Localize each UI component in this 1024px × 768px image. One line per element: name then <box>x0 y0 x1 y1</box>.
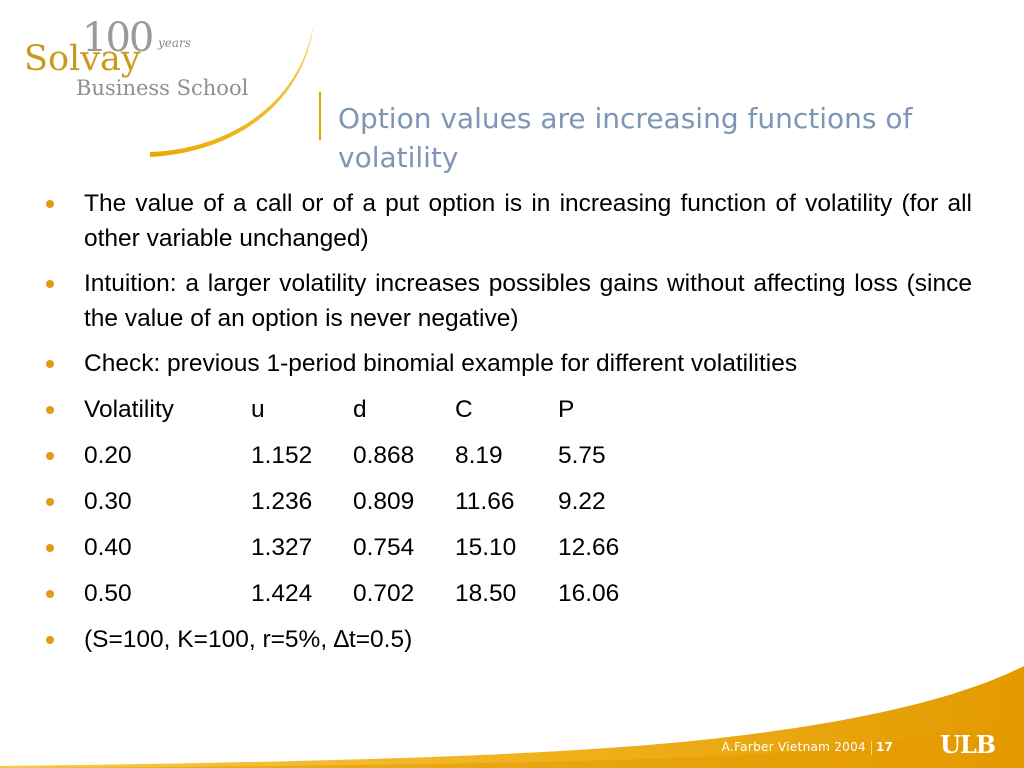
table-cell: 9.22 <box>558 488 606 515</box>
table-cell: 0.868 <box>353 442 415 469</box>
table-cell: 1.424 <box>251 580 313 607</box>
table-cell: 12.66 <box>558 534 620 561</box>
table-header-cell: Volatility <box>84 396 174 423</box>
table-cell: 0.809 <box>353 488 415 515</box>
table-cell: 0.50 <box>84 580 132 607</box>
table-cell: 0.30 <box>84 488 132 515</box>
slide-title: Option values are increasing functions o… <box>338 102 913 174</box>
bullet-dot <box>46 360 54 368</box>
bullet-text: The value of a call or of a put option i… <box>84 190 972 252</box>
ulb-logo: ULB <box>940 730 996 759</box>
logo-subtitle: Business School <box>76 76 249 100</box>
table-cell: 18.50 <box>455 580 517 607</box>
logo-years: years <box>158 36 191 50</box>
table-header-cell: d <box>353 396 367 423</box>
table-cell: 0.40 <box>84 534 132 561</box>
logo-anniversary: 100 <box>82 15 154 61</box>
slide-body: The value of a call or of a put option i… <box>42 186 972 657</box>
table-header-cell: u <box>251 396 265 423</box>
table-row: 0.30 1.236 0.809 11.66 9.22 <box>42 484 972 519</box>
parameters-note: (S=100, K=100, r=5%, ∆t=0.5) <box>84 626 413 653</box>
table-row: 0.40 1.327 0.754 15.10 12.66 <box>42 530 972 565</box>
bullet-dot <box>46 498 54 506</box>
table-cell: 1.327 <box>251 534 313 561</box>
bullet-dot <box>46 636 54 644</box>
solvay-logo: 100 years Solvay Business School <box>0 0 330 175</box>
bullet-dot <box>46 280 54 288</box>
table-header-cell: P <box>558 396 575 423</box>
table-cell: 8.19 <box>455 442 503 469</box>
bullet-item: Check: previous 1-period binomial exampl… <box>42 346 972 381</box>
table-row: 0.50 1.424 0.702 18.50 16.06 <box>42 576 972 611</box>
bullet-dot <box>46 590 54 598</box>
table-cell: 1.152 <box>251 442 313 469</box>
table-cell: 11.66 <box>455 488 515 515</box>
table-header-row: Volatility u d C P <box>42 392 972 427</box>
table-cell: 0.702 <box>353 580 415 607</box>
page-number: 17 <box>876 740 893 754</box>
table-header-cell: C <box>455 396 473 423</box>
footer-wave <box>0 666 1024 768</box>
bullet-dot <box>46 452 54 460</box>
table-cell: 15.10 <box>455 534 517 561</box>
bullet-text: Intuition: a larger volatility increases… <box>84 270 972 332</box>
footer-divider <box>871 741 872 755</box>
bullet-dot <box>46 406 54 414</box>
table-row: 0.20 1.152 0.868 8.19 5.75 <box>42 438 972 473</box>
table-cell: 0.20 <box>84 442 132 469</box>
bullet-dot <box>46 200 54 208</box>
bullet-item: Intuition: a larger volatility increases… <box>42 266 972 336</box>
table-cell: 1.236 <box>251 488 313 515</box>
table-cell: 5.75 <box>558 442 606 469</box>
bullet-dot <box>46 544 54 552</box>
title-accent-bar <box>319 92 321 140</box>
bullet-item: The value of a call or of a put option i… <box>42 186 972 256</box>
logo-name: Solvay <box>24 39 141 79</box>
table-cell: 0.754 <box>353 534 415 561</box>
footer-author: A.Farber Vietnam 2004 <box>721 740 866 754</box>
table-cell: 16.06 <box>558 580 620 607</box>
bullet-item: (S=100, K=100, r=5%, ∆t=0.5) <box>42 622 972 657</box>
bullet-text: Check: previous 1-period binomial exampl… <box>84 350 798 377</box>
